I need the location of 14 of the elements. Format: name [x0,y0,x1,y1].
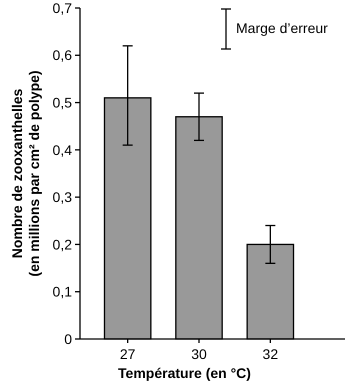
y-tick-label: 0,2 [52,236,72,252]
x-tick-label: 27 [120,346,136,362]
y-tick-label: 0 [64,330,72,347]
y-tick-label: 0,5 [52,94,72,110]
x-tick-label: 32 [262,346,278,362]
y-axis-title: Nombre de zooxanthelles (en millions par cm² de polype) [9,70,42,277]
annotation: Marge d’erreur [236,20,328,36]
y-tick-label: 0,1 [52,284,72,300]
x-tick-label: 30 [191,346,207,362]
y-tick-label: 0,7 [52,0,72,16]
x-axis-title: Température (en °C) [118,365,251,381]
y-tick-label: 0,6 [52,47,72,64]
y-tick-label: 0,4 [52,142,72,158]
y-tick-label: 0,3 [52,189,72,206]
